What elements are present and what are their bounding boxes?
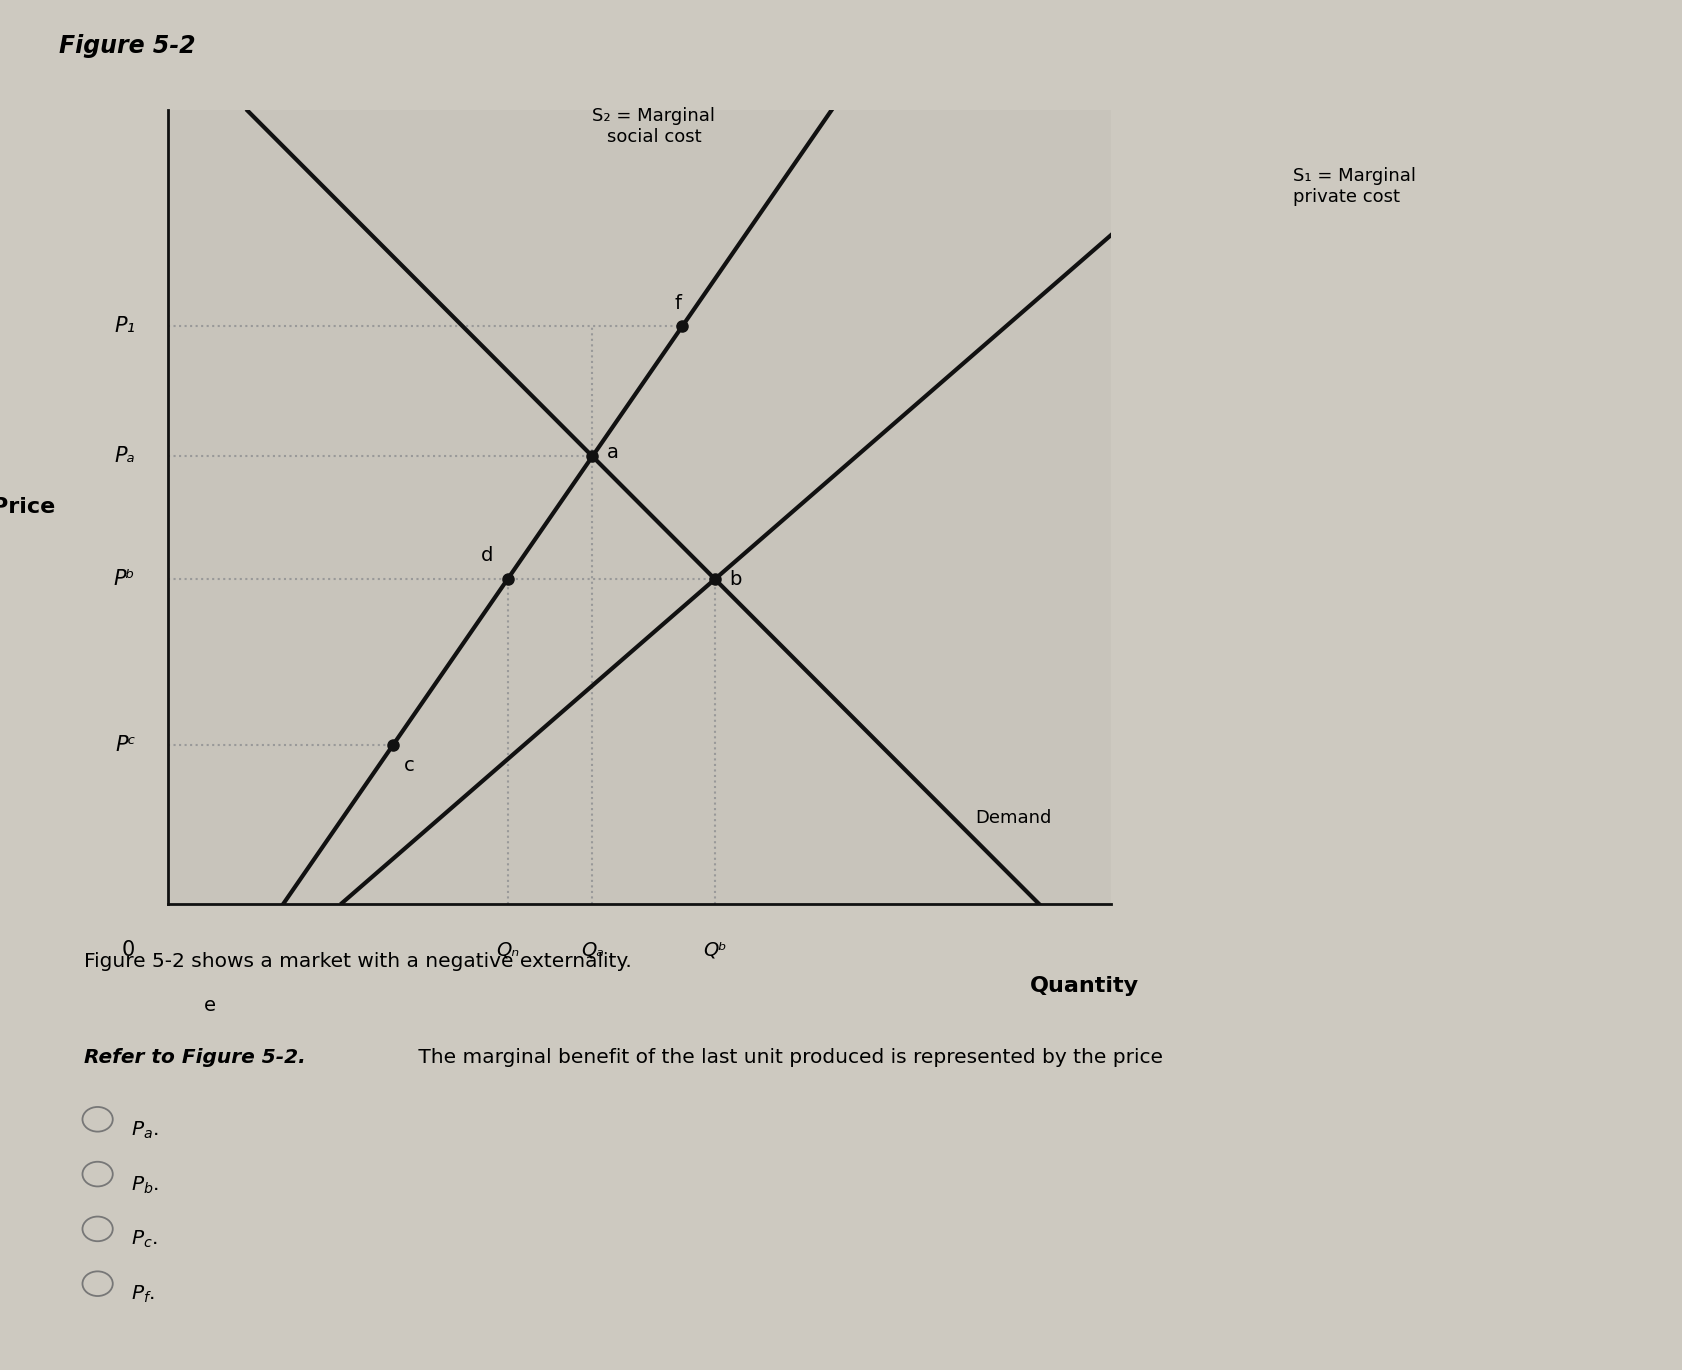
Text: Demand: Demand: [974, 808, 1051, 826]
Text: b: b: [728, 570, 742, 589]
Text: c: c: [404, 756, 415, 775]
Text: d: d: [481, 545, 493, 564]
Text: Qₐ: Qₐ: [580, 940, 604, 959]
Text: f: f: [673, 295, 681, 314]
Text: Figure 5-2: Figure 5-2: [59, 34, 195, 59]
Text: $P_{f}$.: $P_{f}$.: [131, 1284, 155, 1306]
Text: Refer to Figure 5-2.: Refer to Figure 5-2.: [84, 1048, 306, 1067]
Text: The marginal benefit of the last unit produced is represented by the price: The marginal benefit of the last unit pr…: [412, 1048, 1162, 1067]
Text: Quantity: Quantity: [1029, 977, 1139, 996]
Text: Price: Price: [0, 497, 56, 516]
Text: Pₐ: Pₐ: [114, 447, 135, 466]
Text: S₂ = Marginal
social cost: S₂ = Marginal social cost: [592, 107, 715, 145]
Text: e: e: [204, 996, 215, 1015]
Text: S₁ = Marginal
private cost: S₁ = Marginal private cost: [1292, 167, 1415, 207]
Text: 0: 0: [123, 940, 135, 960]
Text: $P_{b}$.: $P_{b}$.: [131, 1174, 160, 1196]
Text: Figure 5-2 shows a market with a negative externality.: Figure 5-2 shows a market with a negativ…: [84, 952, 631, 971]
Text: $P_{c}$.: $P_{c}$.: [131, 1229, 158, 1251]
Text: Qᵇ: Qᵇ: [703, 940, 727, 959]
Text: P₁: P₁: [114, 316, 135, 336]
Text: Pᵇ: Pᵇ: [114, 569, 135, 589]
Text: Qₙ: Qₙ: [496, 940, 518, 959]
Text: a: a: [606, 444, 617, 462]
Text: Pᶜ: Pᶜ: [114, 736, 135, 755]
Text: $P_{a}$.: $P_{a}$.: [131, 1119, 158, 1141]
